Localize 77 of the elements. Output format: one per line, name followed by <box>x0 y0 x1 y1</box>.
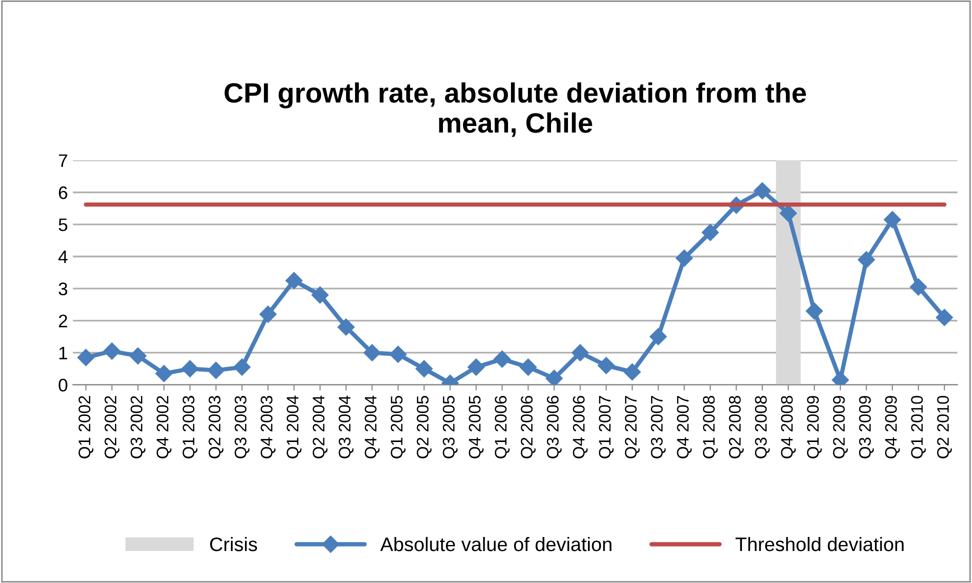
point <box>181 360 199 378</box>
x-tick-label: Q1 2010 <box>911 396 926 458</box>
x-tick-label: Q4 2008 <box>780 396 796 458</box>
x-tick-label: Q3 2002 <box>130 396 146 458</box>
x-tick-label: Q1 2007 <box>598 396 614 458</box>
x-tick-label: Q2 2010 <box>937 396 952 458</box>
x-tick-label: Q4 2006 <box>572 396 588 458</box>
point <box>233 358 251 376</box>
x-tick-label: Q3 2006 <box>546 396 562 458</box>
point <box>884 211 901 228</box>
y-tick-label: 1 <box>59 346 68 360</box>
x-tick-label: Q1 2005 <box>390 396 406 458</box>
legend-label: Absolute value of deviation <box>380 536 612 552</box>
x-tick-label: Q1 2009 <box>807 396 822 458</box>
x-tick-label: Q3 2007 <box>650 396 666 458</box>
point <box>364 344 381 362</box>
point <box>494 350 511 368</box>
point <box>910 278 927 296</box>
x-tick-label: Q4 2002 <box>156 396 172 458</box>
x-tick-label: Q3 2009 <box>859 396 874 458</box>
y-tick-label: 7 <box>58 154 68 167</box>
legend-label: Threshold deviation <box>736 536 904 552</box>
point <box>624 363 641 381</box>
chart-title: CPI growth rate, absolute deviation from the mean, Chile <box>224 82 806 137</box>
point <box>936 308 953 326</box>
x-tick-label: Q3 2004 <box>338 396 354 458</box>
x-tick-label: Q2 2007 <box>624 396 640 458</box>
point <box>207 362 225 379</box>
x-tick-label: Q2 2004 <box>312 396 328 458</box>
x-tick-label: Q4 2004 <box>364 396 380 458</box>
point <box>598 356 615 374</box>
x-tick-label: Q1 2002 <box>78 396 94 458</box>
point <box>520 358 537 376</box>
point <box>780 204 797 222</box>
point <box>311 286 329 304</box>
x-tick-label: Q4 2005 <box>468 396 484 458</box>
point <box>546 370 563 385</box>
x-tick-label: Q2 2002 <box>104 396 120 458</box>
y-tick-label: 3 <box>58 282 68 296</box>
legend-label: Crisis <box>210 536 258 552</box>
point <box>155 365 173 382</box>
point <box>650 328 667 346</box>
x-tick-label: Q2 2009 <box>833 396 848 458</box>
x-tick-label: Q4 2009 <box>885 396 900 458</box>
x-tick-label: Q4 2007 <box>676 396 692 458</box>
x-tick-label: Q3 2003 <box>234 396 250 458</box>
x-tick-label: Q2 2008 <box>728 396 744 458</box>
point <box>259 306 277 323</box>
point <box>468 358 485 376</box>
point <box>806 302 823 320</box>
point <box>390 346 407 363</box>
x-tick-label: Q1 2008 <box>702 396 718 458</box>
point <box>676 250 693 267</box>
y-tick-label: 2 <box>58 314 68 328</box>
y-tick-label: 4 <box>58 250 68 264</box>
point <box>103 342 120 360</box>
y-tick-label: 0 <box>58 378 68 392</box>
point <box>702 224 719 242</box>
point <box>129 347 146 364</box>
x-tick-label: Q2 2006 <box>520 396 536 458</box>
point <box>416 360 433 378</box>
x-tick-label: Q3 2008 <box>754 396 770 458</box>
x-tick-label: Q1 2004 <box>286 396 302 458</box>
x-tick-label: Q1 2006 <box>494 396 510 458</box>
point <box>858 251 875 268</box>
x-tick-label: Q1 2003 <box>182 396 198 458</box>
point <box>572 344 589 362</box>
y-tick-label: 6 <box>58 186 68 200</box>
x-tick-label: Q3 2005 <box>442 396 458 458</box>
x-tick-label: Q2 2003 <box>208 396 224 458</box>
point <box>754 182 771 200</box>
point <box>77 348 94 366</box>
y-tick-label: 5 <box>58 218 68 232</box>
point <box>285 272 303 290</box>
point <box>338 318 355 336</box>
x-tick-label: Q2 2005 <box>416 396 432 458</box>
x-tick-label: Q4 2003 <box>260 396 276 458</box>
